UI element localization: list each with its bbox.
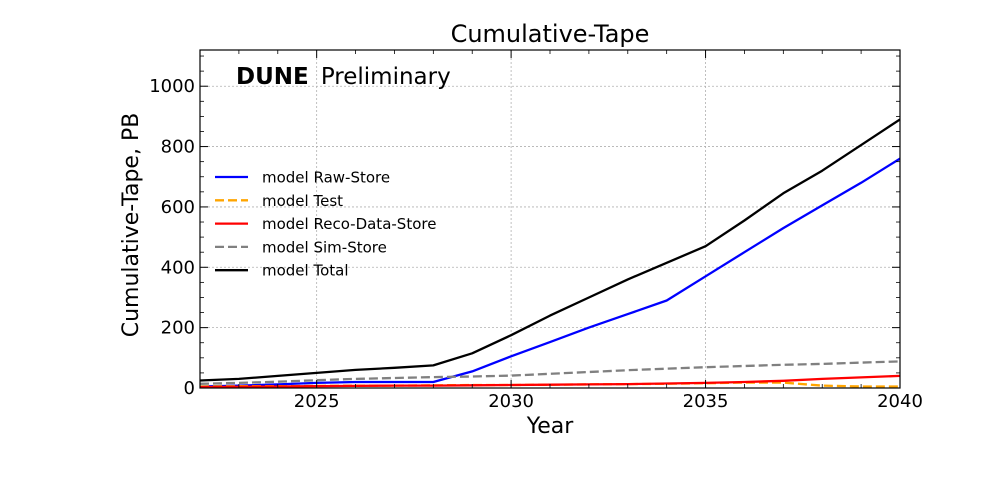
legend-label-model-reco-data-store: model Reco-Data-Store [262,215,436,233]
x-tick-label: 2035 [683,391,729,412]
y-tick-labels: 0 200 400 600 800 1000 [149,76,195,399]
x-tick-label: 2025 [294,391,340,412]
legend-label-model-raw-store: model Raw-Store [262,169,390,187]
y-tick-label: 0 [184,378,195,399]
y-axis-title: Cumulative-Tape, PB [119,113,144,338]
y-tick-label: 200 [161,318,195,339]
chart-title: Cumulative-Tape [451,20,650,48]
dune-annotation: DUNE Preliminary [236,64,451,90]
y-tick-label: 400 [161,257,195,278]
dune-brand: DUNE [236,64,309,90]
y-tick-label: 800 [161,137,195,158]
axis-ticks [199,50,901,389]
preliminary-label: Preliminary [321,64,451,90]
y-tick-label: 600 [161,197,195,218]
legend: model Raw-Store model Test model Reco-Data… [215,169,436,280]
grid-lines [200,50,901,388]
legend-label-model-test: model Test [262,192,343,210]
legend-label-model-total: model Total [262,262,349,280]
x-axis-title: Year [526,414,575,439]
legend-label-model-sim-store: model Sim-Store [262,238,387,256]
series-line-model-total [199,118,901,382]
x-tick-label: 2040 [877,391,923,412]
y-tick-label: 1000 [149,76,195,97]
x-tick-label: 2030 [488,391,534,412]
x-tick-labels: 2025 2030 2035 2040 [294,391,923,412]
